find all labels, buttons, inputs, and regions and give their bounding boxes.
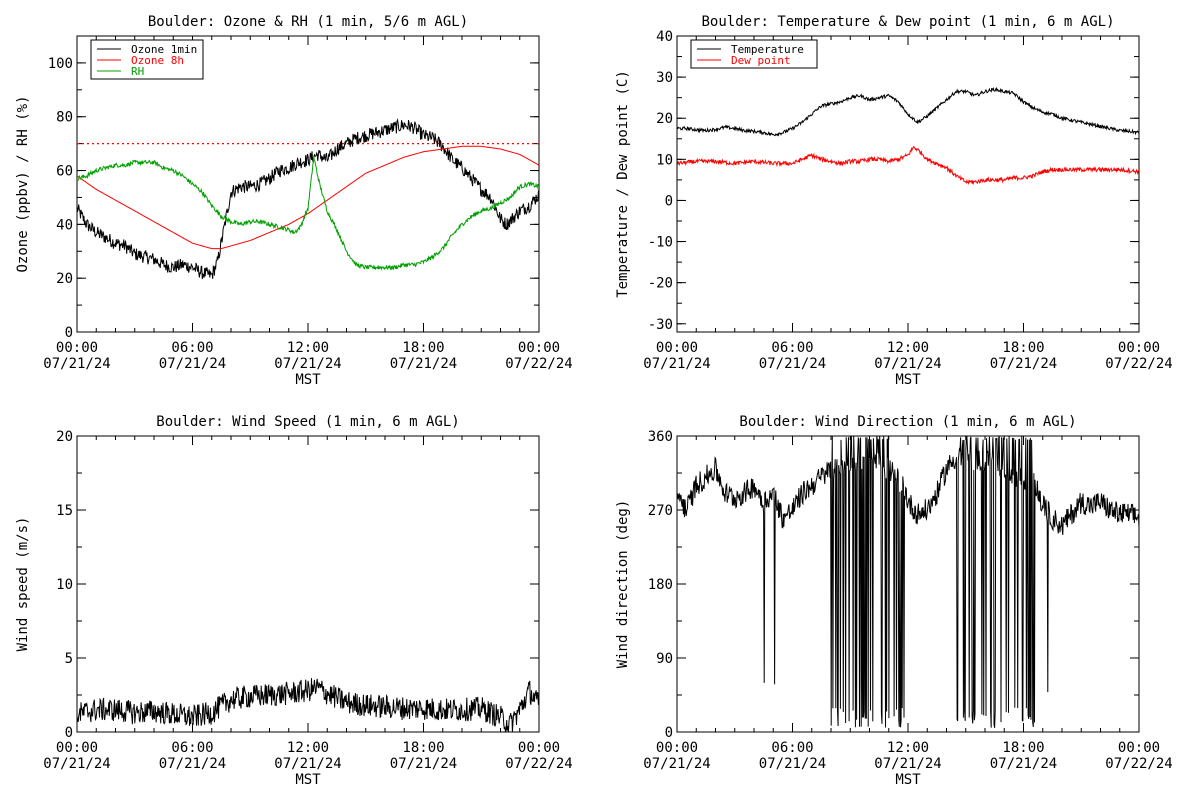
series-line-0 [77,678,539,732]
y-tick-label: 10 [656,152,673,168]
y-tick-label: 10 [56,577,73,593]
y-axis-label: Wind direction (deg) [615,500,631,669]
x-axis-label: MST [295,372,321,388]
y-tick-label: 100 [48,56,73,72]
x-tick-date-label: 07/21/24 [643,756,710,772]
x-tick-label: 06:00 [171,340,213,356]
x-tick-date-label: 07/21/24 [990,756,1057,772]
x-tick-label: 00:00 [656,740,698,756]
y-tick-label: 40 [656,29,673,45]
legend-label: RH [131,65,144,78]
y-tick-label: 5 [65,651,73,667]
x-tick-date-label: 07/22/24 [1105,756,1172,772]
y-tick-label: 20 [56,429,73,445]
chart-title: Boulder: Wind Speed (1 min, 6 m AGL) [156,414,459,430]
x-tick-label: 12:00 [287,340,329,356]
legend-label: Ozone 8h [131,54,184,67]
y-tick-label: 0 [665,725,673,741]
x-tick-label: 12:00 [287,740,329,756]
x-tick-label: 00:00 [56,740,98,756]
chart-panel-1: Boulder: Temperature & Dew point (1 min,… [615,14,1173,388]
x-tick-label: 18:00 [402,340,444,356]
y-tick-label: 15 [56,503,73,519]
y-axis-label: Ozone (ppbv) / RH (%) [15,95,31,272]
x-tick-date-label: 07/21/24 [390,756,457,772]
y-tick-label: 90 [656,651,673,667]
x-tick-date-label: 07/21/24 [643,356,710,372]
x-tick-label: 00:00 [518,740,560,756]
x-axis-label: MST [895,772,921,788]
x-tick-label: 06:00 [771,340,813,356]
legend-label: Dew point [731,54,791,67]
y-axis-label: Temperature / Dew point (C) [615,70,631,298]
x-axis-label: MST [295,772,321,788]
y-tick-label: 0 [665,193,673,209]
x-tick-date-label: 07/21/24 [874,356,941,372]
y-tick-label: -10 [648,235,673,251]
x-tick-label: 12:00 [887,740,929,756]
x-tick-label: 00:00 [56,340,98,356]
y-tick-label: -20 [648,276,673,292]
x-tick-date-label: 07/22/24 [505,356,572,372]
y-tick-label: 20 [56,271,73,287]
x-tick-date-label: 07/21/24 [274,756,341,772]
x-tick-label: 06:00 [171,740,213,756]
series-line-0 [677,86,1139,137]
series-line-0 [677,436,1139,728]
chart-panel-2: Boulder: Wind Speed (1 min, 6 m AGL) 0 5 10… [15,414,573,788]
chart-panel-3: Boulder: Wind Direction (1 min, 6 m AGL)… [615,414,1173,788]
x-tick-date-label: 07/21/24 [390,356,457,372]
x-tick-date-label: 07/21/24 [159,756,226,772]
legend-box [690,39,818,69]
plot-frame [676,435,1140,733]
y-axis-label: Wind speed (m/s) [15,517,31,652]
legend-label: Temperature [731,43,804,56]
x-tick-label: 06:00 [771,740,813,756]
plot-frame [676,35,1140,333]
legend-label: Ozone 1min [131,43,197,56]
x-tick-date-label: 07/21/24 [990,356,1057,372]
x-tick-label: 00:00 [656,340,698,356]
chart-panel-0: Boulder: Ozone & RH (1 min, 5/6 m AGL) 0 2… [15,14,573,388]
x-tick-date-label: 07/21/24 [759,356,826,372]
x-tick-date-label: 07/21/24 [43,356,110,372]
y-tick-label: 0 [65,725,73,741]
y-tick-label: 40 [56,217,73,233]
chart-title: Boulder: Ozone & RH (1 min, 5/6 m AGL) [148,14,468,30]
x-tick-label: 00:00 [1118,340,1160,356]
x-tick-date-label: 07/21/24 [274,356,341,372]
plot-frame [76,35,540,333]
x-tick-label: 18:00 [1002,740,1044,756]
chart-title: Boulder: Wind Direction (1 min, 6 m AGL) [739,414,1076,430]
x-tick-date-label: 07/21/24 [159,356,226,372]
series-line-2 [77,156,539,271]
x-tick-date-label: 07/21/24 [874,756,941,772]
series-line-1 [677,145,1139,186]
chart-title: Boulder: Temperature & Dew point (1 min,… [701,14,1114,30]
x-tick-date-label: 07/21/24 [43,756,110,772]
y-tick-label: -30 [648,317,673,333]
x-tick-label: 12:00 [887,340,929,356]
y-tick-label: 80 [56,110,73,126]
y-tick-label: 270 [648,503,673,519]
x-tick-label: 00:00 [1118,740,1160,756]
y-tick-label: 360 [648,429,673,445]
y-tick-label: 180 [648,577,673,593]
x-tick-date-label: 07/22/24 [505,756,572,772]
x-axis-label: MST [895,372,921,388]
x-tick-label: 18:00 [402,740,444,756]
y-tick-label: 0 [65,325,73,341]
y-tick-label: 20 [656,111,673,127]
y-tick-label: 60 [56,164,73,180]
x-tick-date-label: 07/22/24 [1105,356,1172,372]
x-tick-label: 18:00 [1002,340,1044,356]
x-tick-label: 00:00 [518,340,560,356]
x-tick-date-label: 07/21/24 [759,756,826,772]
y-tick-label: 30 [656,70,673,86]
series-line-0 [77,118,539,280]
series-line-1 [77,145,539,250]
